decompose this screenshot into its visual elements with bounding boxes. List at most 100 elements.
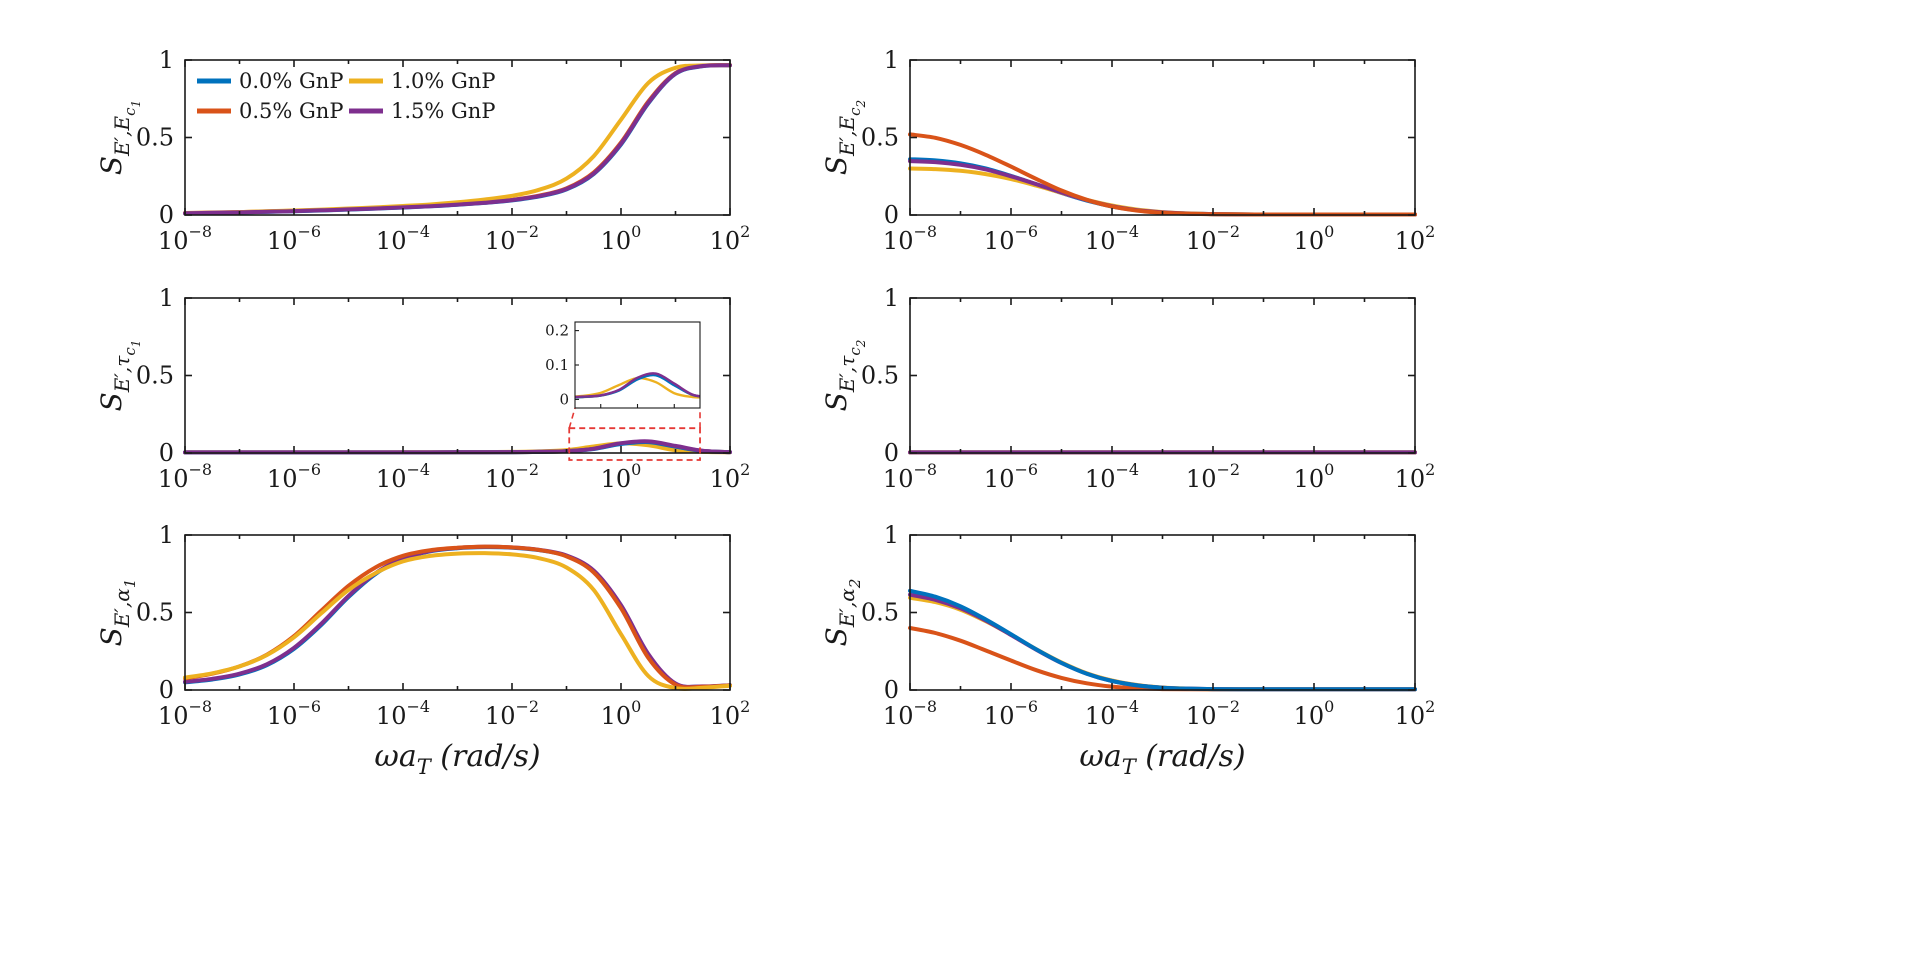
subplot-S-Eprime-tauc1: 10−8 10−6 10−4 10−2 100 102 0 0.5 1 SE′,τc1 0 0.1 0.… [95,284,750,493]
y-tick-label: 0.5 [861,362,899,390]
x-tick-label: 10−8 [883,222,937,255]
x-tick-label: 10−4 [1085,222,1139,255]
x-tick-label: 102 [710,697,751,730]
y-tick-label: 0 [159,201,174,229]
y-axis-label: SE′,τc1 [95,340,143,412]
y-tick-label: 0.5 [861,599,899,627]
curve-0.0gnp [908,588,1417,692]
y-tick-label: 1 [159,46,174,74]
x-tick-label: 102 [710,222,751,255]
subplot-S-Eprime-Ec1: 10−8 10−6 10−4 10−2 100 102 0 0.5 1 SE′,Ec1 0.0% G… [95,46,750,255]
legend-label: 0.0% GnP [239,69,343,93]
x-tick-label: 10−2 [1186,697,1240,730]
x-tick-label: 10−8 [883,460,937,493]
x-tick-label: 10−8 [158,697,212,730]
curve-1.5gnp [183,544,732,689]
inset-y-tick-label: 0.1 [545,356,569,374]
subplot-S-Eprime-alpha1: 10−8 10−6 10−4 10−2 100 102 0 0.5 1 SE′,α1 ωaT (ra… [95,521,750,779]
subplot-S-Eprime-alpha2: 10−8 10−6 10−4 10−2 100 102 0 0.5 1 SE′,α2 ωaT (ra… [820,521,1435,779]
curve-1.0gnp [908,595,1417,692]
x-tick-label: 100 [601,460,642,493]
x-tick-label: 100 [1294,460,1335,493]
x-tick-label: 10−8 [158,460,212,493]
series-group [183,63,732,216]
x-tick-label: 102 [710,460,751,493]
y-tick-label: 0 [159,676,174,704]
curve-1.0gnp [183,551,732,691]
zoom-connector-left [568,407,576,429]
y-tick-label: 0.5 [136,599,174,627]
x-tick-label: 10−4 [376,697,430,730]
legend: 0.0% GnP 0.5% GnP 1.0% GnP 1.5% GnP [197,69,495,123]
y-tick-label: 1 [884,46,899,74]
y-tick-label: 0.5 [136,124,174,152]
y-tick-label: 0.5 [136,362,174,390]
x-tick-label: 10−8 [158,222,212,255]
x-tick-label: 102 [1395,222,1436,255]
x-tick-label: 10−2 [485,697,539,730]
y-tick-label: 0 [159,439,174,467]
x-tick-label: 10−4 [376,460,430,493]
zoom-rectangle [568,427,701,461]
legend-label: 1.0% GnP [391,69,495,93]
inset-curve [575,376,700,399]
y-tick-label: 1 [159,284,174,312]
x-tick-label: 100 [1294,697,1335,730]
x-tick-label: 10−6 [267,697,321,730]
curve-0.5gnp [908,626,1417,692]
curve-1.5gnp [908,159,1417,217]
x-tick-label: 10−2 [1186,222,1240,255]
inset-curve [575,372,700,399]
axes-box [909,534,1416,691]
y-axis-label: SE′,Ec1 [95,100,143,175]
inset-series-group [575,372,700,399]
legend-label: 1.5% GnP [391,99,495,123]
y-tick-label: 0 [884,201,899,229]
x-tick-label: 100 [601,222,642,255]
legend-label: 0.5% GnP [239,99,343,123]
axes-box [909,59,1416,216]
y-tick-label: 0 [884,439,899,467]
inset-axes-box [574,321,701,409]
x-axis-label: ωaT (rad/s) [1079,739,1245,779]
axes-box [909,297,1416,454]
x-tick-label: 10−6 [984,697,1038,730]
x-tick-label: 10−4 [376,222,430,255]
y-axis-label: SE′,Ec2 [820,100,868,175]
x-axis-label: ωaT (rad/s) [374,739,540,779]
x-tick-label: 10−8 [883,697,937,730]
inset-y-tick-label: 0 [559,390,569,408]
inset-curve [575,373,700,399]
x-tick-label: 102 [1395,460,1436,493]
x-tick-label: 10−6 [267,222,321,255]
y-axis-label: SE′,α1 [95,579,139,647]
series-group [908,132,1417,217]
y-tick-label: 1 [884,284,899,312]
x-tick-label: 10−6 [267,460,321,493]
curve-1.0gnp [908,166,1417,217]
x-tick-label: 100 [1294,222,1335,255]
x-tick-label: 10−2 [1186,460,1240,493]
subplot-S-Eprime-Ec2: 10−8 10−6 10−4 10−2 100 102 0 0.5 1 SE′,Ec2 [820,46,1435,255]
x-tick-label: 10−4 [1085,697,1139,730]
subplot-S-Eprime-tauc2: 10−8 10−6 10−4 10−2 100 102 0 0.5 1 SE′,τc2 [820,284,1435,493]
x-tick-label: 10−2 [485,222,539,255]
x-tick-label: 100 [601,697,642,730]
curve-1.5gnp [908,592,1417,692]
x-tick-label: 10−2 [485,460,539,493]
x-tick-label: 10−4 [1085,460,1139,493]
y-tick-label: 0.5 [861,124,899,152]
y-axis-label: SE′,τc2 [820,340,868,412]
x-tick-label: 10−6 [984,222,1038,255]
curve-1.5gnp [183,63,732,216]
series-group [908,588,1417,692]
x-tick-label: 10−6 [984,460,1038,493]
y-tick-label: 1 [159,521,174,549]
inset-y-tick-label: 0.2 [545,322,569,340]
y-tick-label: 0 [884,676,899,704]
y-tick-label: 1 [884,521,899,549]
series-group [183,544,732,691]
x-tick-label: 102 [1395,697,1436,730]
